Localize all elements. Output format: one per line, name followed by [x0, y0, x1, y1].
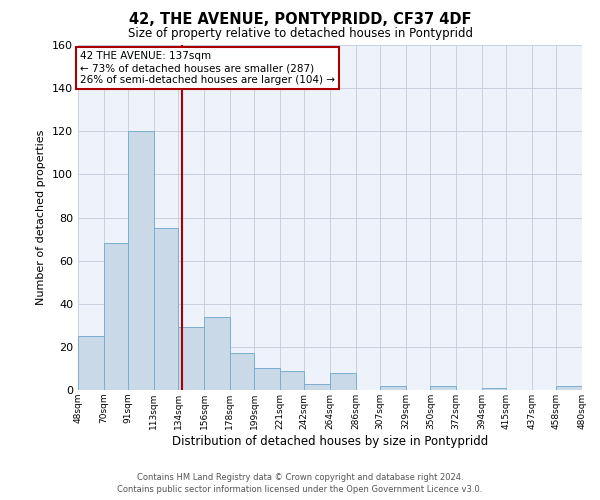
Bar	[330, 373, 356, 390]
Text: Size of property relative to detached houses in Pontypridd: Size of property relative to detached ho…	[128, 28, 473, 40]
Bar	[78, 336, 104, 390]
Bar	[482, 388, 506, 390]
X-axis label: Distribution of detached houses by size in Pontypridd: Distribution of detached houses by size …	[172, 434, 488, 448]
Text: Contains HM Land Registry data © Crown copyright and database right 2024.
Contai: Contains HM Land Registry data © Crown c…	[118, 472, 482, 494]
Bar	[254, 368, 280, 390]
Bar	[280, 370, 304, 390]
Bar	[104, 244, 128, 390]
Bar	[304, 384, 330, 390]
Text: 42, THE AVENUE, PONTYPRIDD, CF37 4DF: 42, THE AVENUE, PONTYPRIDD, CF37 4DF	[129, 12, 471, 28]
Bar	[380, 386, 406, 390]
Text: 42 THE AVENUE: 137sqm
← 73% of detached houses are smaller (287)
26% of semi-det: 42 THE AVENUE: 137sqm ← 73% of detached …	[80, 52, 335, 84]
Y-axis label: Number of detached properties: Number of detached properties	[37, 130, 46, 305]
Bar	[430, 386, 456, 390]
Bar	[178, 328, 204, 390]
Bar	[128, 131, 154, 390]
Bar	[556, 386, 582, 390]
Bar	[204, 316, 230, 390]
Bar	[154, 228, 178, 390]
Bar	[230, 354, 254, 390]
